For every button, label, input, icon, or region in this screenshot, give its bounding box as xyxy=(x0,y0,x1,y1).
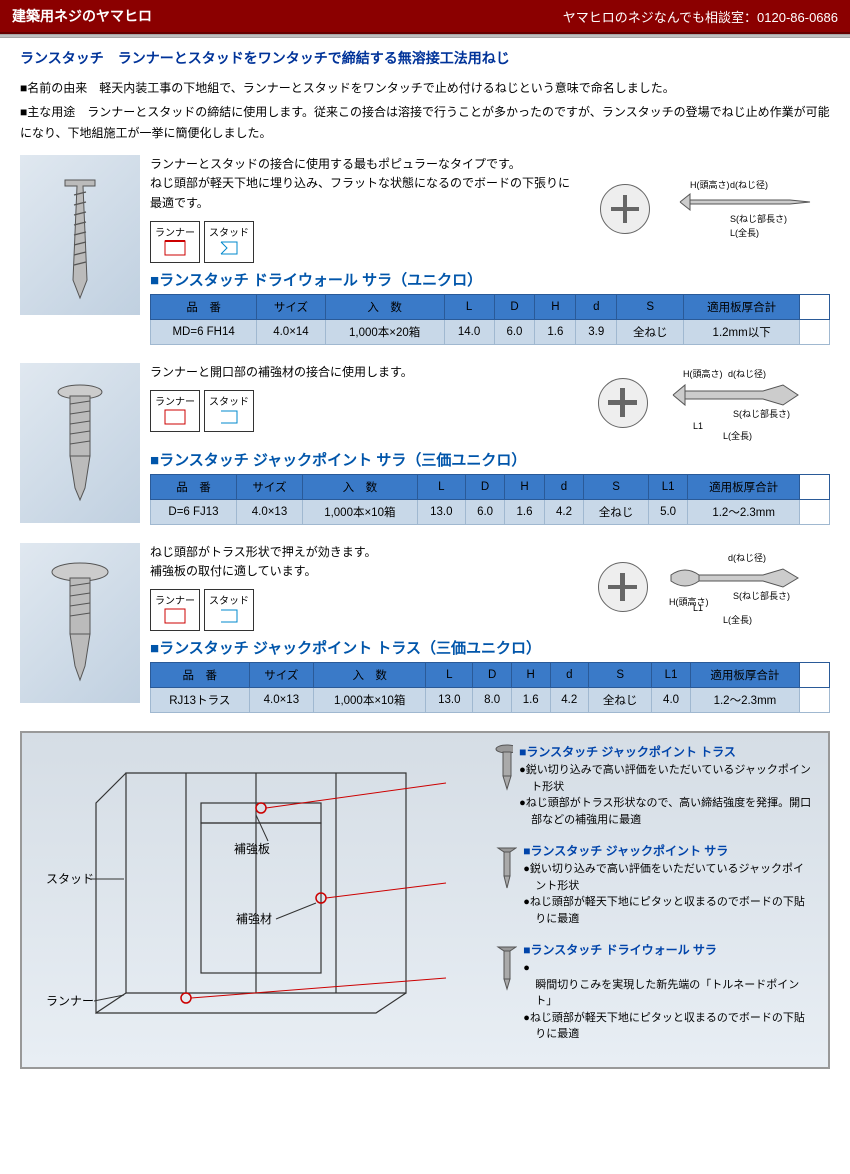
svg-text:L(全長): L(全長) xyxy=(723,430,752,441)
page-subtitle: ランスタッチ ランナーとスタッドをワンタッチで締結する無溶接工法用ねじ xyxy=(20,48,830,68)
product-description: ランナーとスタッドの接合に使用する最もポピュラーなタイプです。 ねじ頭部が軽天下… xyxy=(150,155,580,213)
feature-item: 瞬間切りこみを実現した新先端の「トルネードポイント」 xyxy=(523,960,814,1010)
spec-table: 品 番サイズ入 数LDHdS適用板厚合計 MD=6 FH144.0×141,00… xyxy=(150,294,830,345)
svg-text:補強材: 補強材 xyxy=(236,912,272,926)
page-header: 建築用ネジのヤマヒロ ヤマヒロのネジなんでも相談室：0120-86-0686 xyxy=(0,0,850,34)
screw-icon xyxy=(494,743,513,793)
product-diagram: H(頭高さ)d(ねじ径) S(ねじ部長さ) L(全長) xyxy=(590,155,830,263)
illustration-box: スタッド ランナー 補強板 補強材 ランスタッチ ジャックポイント トラス xyxy=(20,731,830,1069)
product-description: ランナーと開口部の補強材の接合に使用します。 xyxy=(150,363,580,382)
product-block: ランナーとスタッドの接合に使用する最もポピュラーなタイプです。 ねじ頭部が軽天下… xyxy=(20,155,830,345)
product-title: ■ランスタッチ ジャックポイント サラ（三価ユニクロ） xyxy=(150,449,830,470)
svg-text:ランナー: ランナー xyxy=(46,994,94,1008)
runner-icon-label: ランナー xyxy=(150,589,200,631)
main-content: ランスタッチ ランナーとスタッドをワンタッチで締結する無溶接工法用ねじ ■名前の… xyxy=(0,38,850,1079)
screw-icon xyxy=(494,842,517,892)
intro-line: ■名前の由来 軽天内装工事の下地組で、ランナーとスタッドをワンタッチで止め付ける… xyxy=(20,78,830,98)
feature-title: ランスタッチ ジャックポイント サラ xyxy=(523,842,814,859)
feature-item: ねじ頭部が軽天下地にピタッと収まるのでボードの下貼りに最適 xyxy=(523,1010,814,1043)
product-title: ■ランスタッチ ジャックポイント トラス（三価ユニクロ） xyxy=(150,637,830,658)
svg-text:S(ねじ部長さ): S(ねじ部長さ) xyxy=(733,408,790,419)
intro-text: ■名前の由来 軽天内装工事の下地組で、ランナーとスタッドをワンタッチで止め付ける… xyxy=(20,78,830,143)
header-brand: 建築用ネジのヤマヒロ xyxy=(12,6,152,26)
svg-text:d(ねじ径): d(ねじ径) xyxy=(728,552,766,563)
feature-block: ランスタッチ ジャックポイント トラス 鋭い切り込みで高い評価をいただいているジ… xyxy=(494,743,814,828)
svg-text:H(頭高さ): H(頭高さ) xyxy=(683,368,723,379)
product-block: ランナーと開口部の補強材の接合に使用します。 ランナー スタッド H(頭高さ) d… xyxy=(20,363,830,525)
stud-icon-label: スタッド xyxy=(204,589,254,631)
spec-table: 品 番サイズ入 数LDHdSL1適用板厚合計 D=6 FJ134.0×131,0… xyxy=(150,474,830,525)
stud-icon-label: スタッド xyxy=(204,221,254,263)
product-diagram: H(頭高さ) d(ねじ径) S(ねじ部長さ) L1 L(全長) xyxy=(590,363,830,443)
frame-diagram: スタッド ランナー 補強板 補強材 xyxy=(36,743,484,1057)
icons-row: ランナー スタッド xyxy=(150,390,580,432)
feature-block: ランスタッチ ジャックポイント サラ 鋭い切り込みで高い評価をいただいているジャ… xyxy=(494,842,814,927)
feature-title: ランスタッチ ドライウォール サラ xyxy=(523,941,814,958)
feature-title: ランスタッチ ジャックポイント トラス xyxy=(519,743,814,760)
icons-row: ランナー スタッド xyxy=(150,589,580,631)
svg-text:L(全長): L(全長) xyxy=(723,614,752,625)
product-image xyxy=(20,155,140,315)
feature-item: ねじ頭部が軽天下地にピタッと収まるのでボードの下貼りに最適 xyxy=(523,894,814,927)
runner-icon-label: ランナー xyxy=(150,390,200,432)
intro-line: ■主な用途 ランナーとスタッドの締結に使用します。従来この接合は溶接で行うことが… xyxy=(20,102,830,143)
product-image xyxy=(20,363,140,523)
product-block: ねじ頭部がトラス形状で押えが効きます。 補強板の取付に適しています。 ランナー … xyxy=(20,543,830,713)
spec-table: 品 番サイズ入 数LDHdSL1適用板厚合計 RJ13トラス4.0×131,00… xyxy=(150,662,830,713)
stud-icon-label: スタッド xyxy=(204,390,254,432)
feature-block: ランスタッチ ドライウォール サラ 瞬間切りこみを実現した新先端の「トルネードポ… xyxy=(494,941,814,1043)
svg-text:L(全長): L(全長) xyxy=(730,227,759,238)
svg-text:H(頭高さ): H(頭高さ) xyxy=(690,179,730,190)
product-diagram: d(ねじ径)S(ねじ部長さ)L1H(頭高さ)L(全長) xyxy=(590,543,830,631)
product-title: ■ランスタッチ ドライウォール サラ（ユニクロ） xyxy=(150,269,830,290)
feature-item: 鋭い切り込みで高い評価をいただいているジャックポイント形状 xyxy=(519,762,814,795)
feature-item: ねじ頭部がトラス形状なので、高い締結強度を発揮。開口部などの補強用に最適 xyxy=(519,795,814,828)
svg-text:スタッド: スタッド xyxy=(46,872,94,886)
svg-text:H(頭高さ): H(頭高さ) xyxy=(669,596,709,607)
icons-row: ランナー スタッド xyxy=(150,221,580,263)
svg-text:S(ねじ部長さ): S(ねじ部長さ) xyxy=(730,213,787,224)
product-image xyxy=(20,543,140,703)
svg-text:S(ねじ部長さ): S(ねじ部長さ) xyxy=(733,590,790,601)
screw-icon xyxy=(494,941,517,991)
svg-text:補強板: 補強板 xyxy=(234,842,270,856)
feature-item: 鋭い切り込みで高い評価をいただいているジャックポイント形状 xyxy=(523,861,814,894)
svg-text:d(ねじ径): d(ねじ径) xyxy=(730,179,768,190)
svg-text:d(ねじ径): d(ねじ径) xyxy=(728,368,766,379)
header-contact: ヤマヒロのネジなんでも相談室：0120-86-0686 xyxy=(563,7,838,26)
product-description: ねじ頭部がトラス形状で押えが効きます。 補強板の取付に適しています。 xyxy=(150,543,580,581)
feature-list: ランスタッチ ジャックポイント トラス 鋭い切り込みで高い評価をいただいているジ… xyxy=(494,743,814,1057)
runner-icon-label: ランナー xyxy=(150,221,200,263)
svg-text:L1: L1 xyxy=(693,421,703,431)
